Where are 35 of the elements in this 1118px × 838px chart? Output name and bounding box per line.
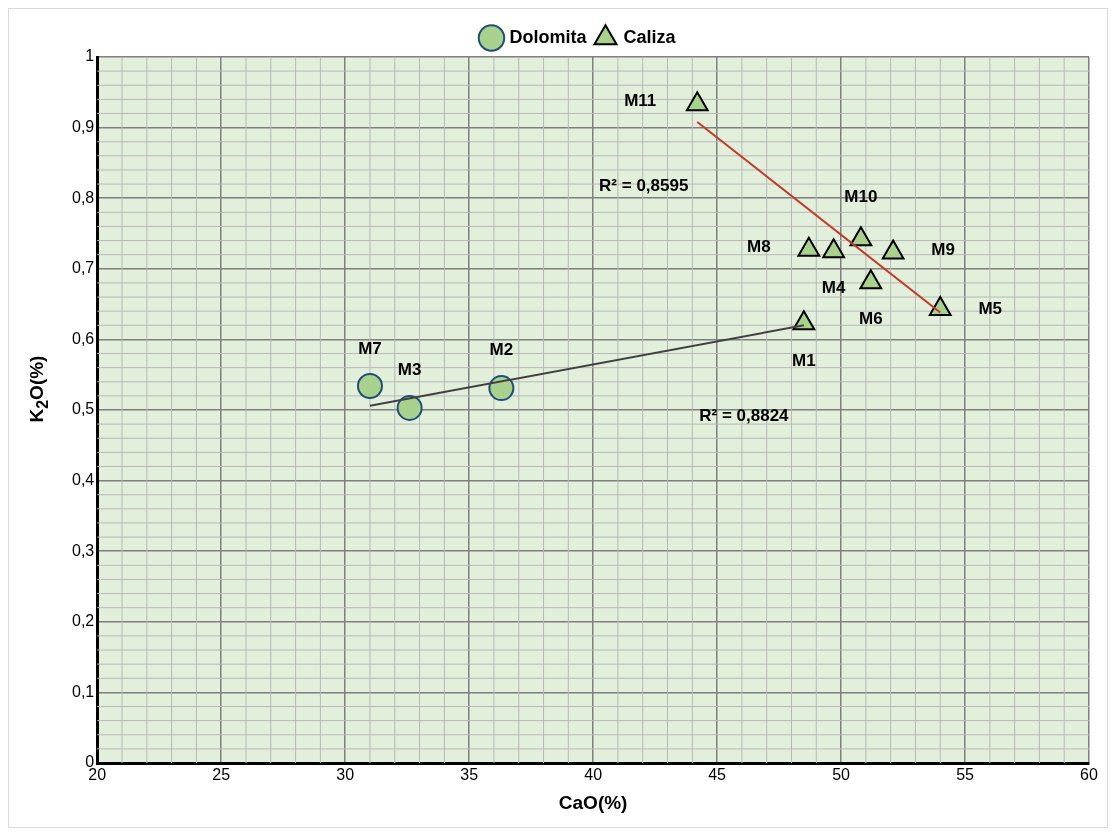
y-tick-label: 1 [85,47,95,65]
annotation: M9 [931,240,955,260]
x-axis-title: CaO(%) [558,791,628,813]
y-tick-label: 0,4 [71,471,95,489]
x-tick-label: 40 [584,766,603,784]
annotation: M11 [624,90,657,110]
annotation: M7 [358,338,382,358]
y-tick-label: 0,5 [71,400,95,418]
x-tick-label: 50 [832,766,851,784]
y-tick-label: 0,1 [71,682,95,700]
annotation: M1 [792,350,816,370]
y-tick-label: 0,7 [71,259,95,277]
annotation: R² = 0,8824 [699,406,790,426]
x-tick-label: 60 [1080,766,1098,784]
y-tick-label: 0,6 [71,329,95,347]
x-tick-label: 25 [212,766,231,784]
x-tick-label: 45 [708,766,727,784]
annotation: M10 [844,186,878,206]
y-tick-label: 0,9 [71,118,95,136]
y-tick-label: 0,2 [71,612,95,630]
y-tick-label: 0,8 [71,188,95,206]
y-tick-label: 0,3 [71,541,95,559]
legend-label: Dolomita [509,26,588,47]
annotation: R² = 0,8595 [599,175,689,195]
annotation: M3 [397,359,422,379]
x-tick-label: 20 [88,766,107,784]
annotation: M8 [747,237,771,257]
x-tick-label: 30 [336,766,355,784]
annotation: M6 [859,308,883,328]
annotation: M2 [489,339,514,359]
legend-label: Caliza [623,26,677,47]
annotation: M5 [978,298,1003,318]
x-tick-label: 55 [956,766,975,784]
x-tick-label: 35 [460,766,479,784]
annotation: M4 [821,277,846,297]
